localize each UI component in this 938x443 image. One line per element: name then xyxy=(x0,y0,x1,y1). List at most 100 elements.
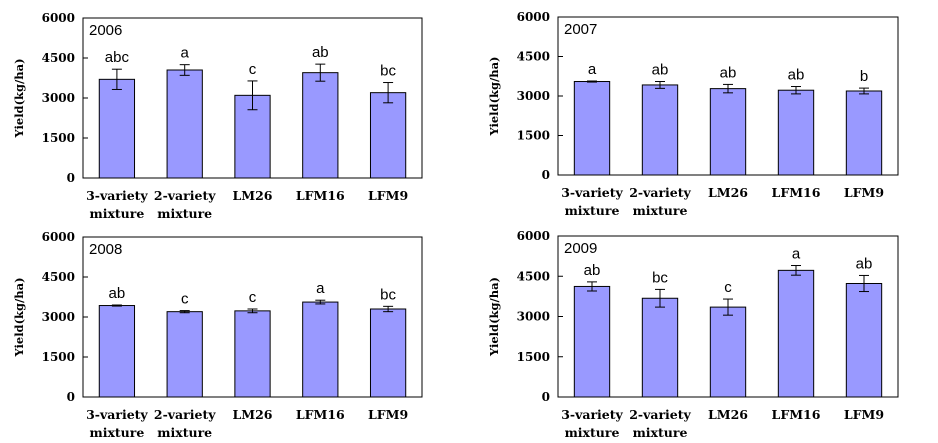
bar xyxy=(98,305,136,398)
bar xyxy=(573,285,611,398)
significance-label: c xyxy=(181,291,189,308)
x-tick-label: 3-variety xyxy=(86,188,148,203)
bar xyxy=(369,308,407,398)
bar xyxy=(302,301,339,398)
chart-panel-2006: 01500300045006000Yield(kg/ha)2006abc3-va… xyxy=(12,11,423,221)
y-axis-label: Yield(kg/ha) xyxy=(487,56,501,136)
y-tick-label: 0 xyxy=(67,390,75,404)
y-tick-label: 0 xyxy=(542,168,550,182)
chart-panel-2007: 0 1500 3000 4500 6000 Yield(kg/ha) 2007 a 3-vari… xyxy=(487,10,899,218)
x-tick-label: LFM16 xyxy=(296,188,345,203)
x-tick-label: LFM9 xyxy=(368,407,408,422)
bar xyxy=(709,306,747,398)
y-tick-label: 6000 xyxy=(42,11,75,25)
panel-title: 2008 xyxy=(89,241,122,258)
panel-title: 2006 xyxy=(89,22,122,39)
significance-label: bc xyxy=(652,269,668,286)
bar xyxy=(641,297,679,398)
x-tick-label: LFM9 xyxy=(844,407,884,422)
bar xyxy=(302,72,339,179)
y-tick-label: 4500 xyxy=(517,269,550,283)
bar xyxy=(845,282,883,398)
significance-label: ab xyxy=(856,255,873,272)
y-tick-label: 1500 xyxy=(42,350,75,364)
y-axis-label: Yield(kg/ha) xyxy=(12,58,26,138)
y-tick-label: 0 xyxy=(67,171,75,185)
x-tick-label: mixture xyxy=(89,206,144,221)
bar xyxy=(98,78,136,179)
x-tick-label: 2-variety xyxy=(629,185,691,200)
y-tick-label: 0 xyxy=(542,390,550,404)
significance-label: c xyxy=(249,289,257,306)
significance-label: bc xyxy=(380,63,396,80)
x-tick-label: 2-variety xyxy=(154,407,216,422)
bar xyxy=(641,84,679,176)
significance-label: ab xyxy=(312,44,329,61)
y-tick-label: 6000 xyxy=(517,229,550,243)
x-tick-label: LFM9 xyxy=(844,185,884,200)
y-tick-label: 3000 xyxy=(42,91,75,105)
bar xyxy=(845,90,883,176)
significance-label: a xyxy=(792,246,801,263)
x-tick-label: LFM16 xyxy=(296,407,345,422)
y-tick-label: 1500 xyxy=(517,350,550,364)
x-tick-label: LFM9 xyxy=(368,188,408,203)
y-tick-label: 3000 xyxy=(517,310,550,324)
bar xyxy=(573,81,611,176)
chart-panel-2009: 0 1500 3000 4500 6000 Yield(kg/ha) 2009 ab 3-var… xyxy=(487,229,899,440)
bar xyxy=(166,69,203,179)
x-tick-label: LM26 xyxy=(708,185,748,200)
x-tick-label: 3-variety xyxy=(561,185,623,200)
x-tick-label: mixture xyxy=(157,425,212,440)
significance-label: ab xyxy=(788,67,805,84)
x-tick-label: mixture xyxy=(633,203,688,218)
bar xyxy=(777,269,815,398)
x-tick-label: mixture xyxy=(157,206,212,221)
x-tick-label: mixture xyxy=(565,203,620,218)
x-tick-label: mixture xyxy=(89,425,144,440)
x-tick-label: LFM16 xyxy=(772,407,821,422)
x-tick-label: LM26 xyxy=(232,188,272,203)
panel-title: 2007 xyxy=(564,21,597,38)
y-tick-label: 1500 xyxy=(42,131,75,145)
significance-label: abc xyxy=(105,49,130,66)
bar xyxy=(234,310,271,398)
x-tick-label: 3-variety xyxy=(86,407,148,422)
bar xyxy=(166,311,203,398)
x-tick-label: LFM16 xyxy=(772,185,821,200)
y-tick-label: 4500 xyxy=(42,51,75,65)
y-tick-label: 6000 xyxy=(42,230,75,244)
chart-panel-2008: 0 1500 3000 4500 6000 Yield(kg/ha) 2008 ab 3-var… xyxy=(12,230,423,440)
significance-label: ab xyxy=(584,262,601,279)
bar xyxy=(369,92,407,179)
significance-label: a xyxy=(588,61,597,78)
x-tick-label: 3-variety xyxy=(561,407,623,422)
bar xyxy=(709,88,747,176)
y-tick-label: 4500 xyxy=(517,50,550,64)
x-tick-label: LM26 xyxy=(232,407,272,422)
y-tick-label: 6000 xyxy=(517,10,550,24)
significance-label: a xyxy=(316,280,325,297)
y-tick-label: 3000 xyxy=(517,89,550,103)
significance-label: a xyxy=(181,45,190,62)
y-axis-label: Yield(kg/ha) xyxy=(487,277,501,357)
x-tick-label: mixture xyxy=(633,425,688,440)
significance-label: bc xyxy=(380,286,396,303)
significance-label: ab xyxy=(109,285,126,302)
significance-label: c xyxy=(249,61,257,78)
significance-label: b xyxy=(860,68,868,85)
y-axis-label: Yield(kg/ha) xyxy=(12,277,26,357)
significance-label: ab xyxy=(720,64,737,81)
panel-title: 2009 xyxy=(564,240,597,257)
y-tick-label: 1500 xyxy=(517,129,550,143)
significance-label: c xyxy=(724,279,732,296)
x-tick-label: LM26 xyxy=(708,407,748,422)
bar xyxy=(777,89,815,176)
y-tick-label: 3000 xyxy=(42,310,75,324)
x-tick-label: 2-variety xyxy=(154,188,216,203)
y-tick-label: 4500 xyxy=(42,270,75,284)
x-tick-label: 2-variety xyxy=(629,407,691,422)
significance-label: ab xyxy=(652,62,669,79)
x-tick-label: mixture xyxy=(565,425,620,440)
